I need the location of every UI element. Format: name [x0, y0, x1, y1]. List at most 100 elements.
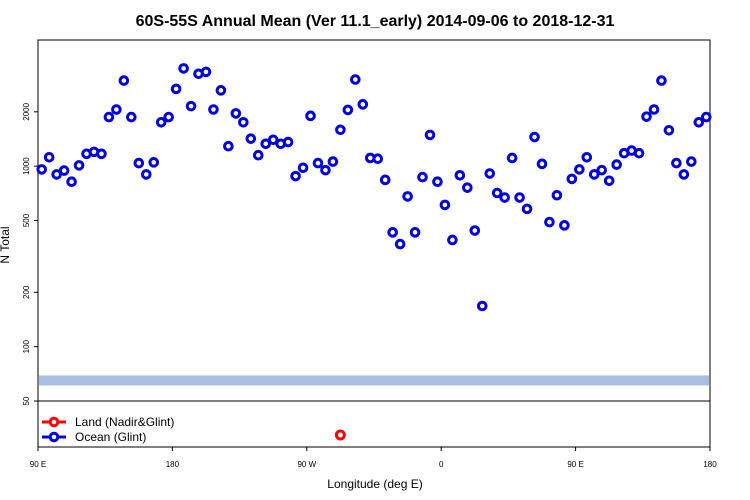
ocean-point — [185, 100, 197, 112]
ocean-point — [305, 110, 316, 122]
ocean-point — [282, 136, 294, 148]
ocean-point — [170, 83, 182, 95]
plot-area — [37, 39, 711, 402]
ocean-point — [432, 176, 443, 188]
legend: Land (Nadir&Glint) Ocean (Glint) — [42, 415, 174, 444]
ocean-point — [536, 158, 548, 170]
x-tick-label: 90 E — [567, 460, 583, 469]
ocean-point — [111, 104, 122, 115]
ocean-point — [417, 171, 428, 183]
ocean-point — [379, 174, 391, 186]
ocean-point — [394, 238, 406, 250]
ocean-point — [148, 157, 160, 168]
ocean-point — [252, 149, 264, 161]
ocean-point — [447, 234, 458, 246]
ocean-point — [163, 111, 174, 123]
ocean-point — [506, 152, 518, 164]
y-tick-label: 50 — [22, 396, 31, 405]
ocean-point — [588, 169, 600, 180]
ocean-point — [611, 159, 622, 170]
y-tick-label: 100 — [22, 339, 31, 353]
ocean-point — [267, 134, 279, 146]
ocean-point — [462, 182, 473, 193]
ocean-point — [402, 191, 413, 202]
ocean-point — [596, 164, 608, 176]
ocean-point — [312, 157, 324, 169]
ocean-point — [208, 104, 219, 115]
ocean-point — [439, 199, 451, 211]
ocean-point — [663, 125, 675, 136]
ocean-point — [693, 116, 705, 128]
y-tick-label: 200 — [22, 285, 31, 299]
y-axis: 50 100 200 500 1000 2000 — [22, 102, 38, 405]
ocean-point — [327, 156, 339, 167]
x-tick-label: 0 — [439, 460, 444, 469]
ocean-point — [96, 148, 107, 160]
ocean-point — [491, 187, 503, 199]
ocean-point — [66, 176, 77, 188]
ocean-point — [499, 192, 510, 203]
ocean-point — [260, 138, 272, 150]
ocean-point — [178, 63, 189, 74]
ocean-point — [424, 129, 436, 141]
coverage-band — [39, 375, 709, 386]
ocean-point — [297, 162, 309, 174]
ocean-point — [290, 170, 301, 182]
ocean-point — [559, 220, 570, 231]
ocean-point — [700, 111, 712, 123]
ocean-point — [223, 140, 234, 152]
ocean-point — [409, 227, 421, 238]
ocean-point — [671, 157, 682, 169]
legend-ocean-label: Ocean (Glint) — [75, 430, 146, 444]
ocean-point — [574, 164, 585, 175]
x-tick-label: 180 — [703, 460, 717, 469]
ocean-point — [372, 153, 384, 164]
ocean-point — [36, 164, 48, 175]
ocean-point — [245, 133, 257, 144]
ocean-point — [320, 164, 331, 176]
ocean-point — [103, 111, 115, 123]
ocean-point — [58, 165, 70, 176]
legend-ocean-marker — [48, 431, 60, 443]
ocean-point — [521, 203, 533, 215]
ocean-point — [656, 75, 667, 86]
ocean-point — [484, 168, 496, 179]
ocean-point — [238, 116, 249, 128]
ocean-point — [335, 124, 346, 136]
x-tick-label: 90 E — [30, 460, 46, 469]
ocean-point — [73, 160, 85, 171]
ocean-point — [678, 169, 690, 180]
ocean-point — [454, 169, 466, 181]
ocean-point — [529, 131, 540, 143]
ocean-point — [641, 111, 652, 122]
x-axis-label: Longitude (deg E) — [327, 477, 422, 491]
x-tick-label: 180 — [166, 460, 180, 469]
y-axis-label: N Total — [0, 226, 12, 263]
ocean-point — [200, 66, 212, 78]
ocean-point — [126, 111, 137, 123]
ocean-point — [551, 189, 563, 201]
land-point — [334, 429, 346, 441]
ocean-point — [230, 108, 242, 119]
y-tick-label: 1000 — [22, 157, 31, 175]
ocean-point — [387, 227, 398, 238]
ocean-point — [215, 85, 227, 96]
legend-land-label: Land (Nadir&Glint) — [75, 415, 174, 429]
ocean-point — [118, 75, 130, 86]
ocean-point — [581, 151, 593, 163]
x-tick-label: 90 W — [297, 460, 316, 469]
ocean-point — [476, 300, 488, 312]
ocean-point — [350, 74, 361, 85]
x-axis: 90 E 180 90 W 0 90 E 180 — [30, 447, 717, 469]
ocean-point — [514, 192, 525, 203]
ocean-point — [603, 175, 615, 187]
data-points — [36, 63, 712, 312]
ocean-point — [566, 173, 578, 185]
ocean-point — [43, 151, 55, 163]
ocean-point — [648, 104, 660, 115]
legend-panel — [37, 400, 711, 448]
ocean-point — [155, 116, 167, 128]
legend-land-marker — [48, 416, 60, 428]
ocean-point — [357, 99, 369, 110]
